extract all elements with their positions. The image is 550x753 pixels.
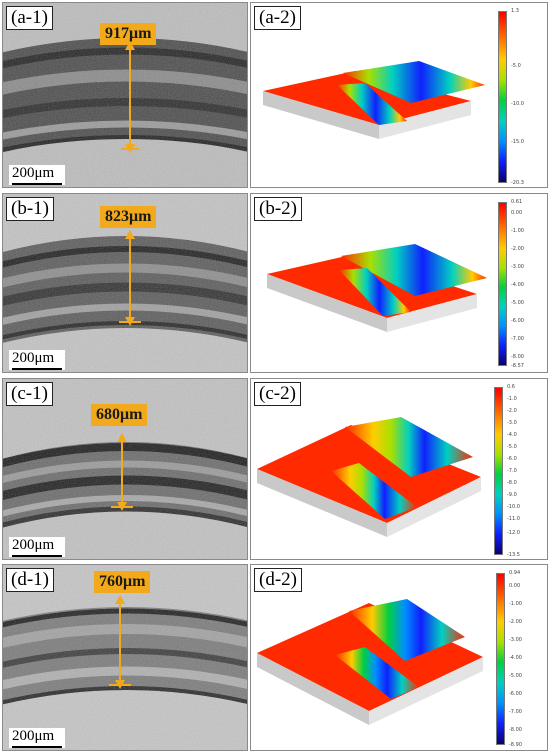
colorbar — [494, 387, 503, 555]
scale-bar: 200μm — [9, 537, 65, 557]
colorbar-tick: -5.0 — [511, 63, 521, 69]
panel-label: (b-2) — [254, 197, 302, 221]
colorbar-ticks: 0.6 -1.0 -2.0 -3.0 -4.0 -5.0 -6.0 -7.0 -… — [507, 384, 547, 558]
colorbar-tick: 0.00 — [511, 210, 523, 216]
panel-label: (d-2) — [254, 568, 302, 592]
micrograph-panel-c: (c-1) 680μm 200μm — [2, 378, 248, 560]
track-width-label: 760μm — [94, 571, 151, 593]
scale-bar-text: 200μm — [12, 537, 55, 553]
colorbar-tick: -2.0 — [507, 408, 517, 414]
colorbar-tick: -1.00 — [511, 228, 524, 234]
colorbar — [498, 202, 507, 366]
colorbar-tick: -7.0 — [507, 468, 517, 474]
colorbar-tick: -6.00 — [511, 318, 524, 324]
colorbar-tick: -7.00 — [511, 336, 524, 342]
colorbar-tick: -8.90 — [509, 742, 522, 748]
colorbar-tick: -6.0 — [507, 456, 517, 462]
colorbar-tick: 0.61 — [511, 199, 523, 205]
colorbar-tick: 0.94 — [509, 570, 521, 576]
colorbar-tick: -8.00 — [509, 727, 522, 733]
micrograph-panel-d: (d-1) 760μm 200μm — [2, 564, 248, 751]
profile-panel-c: (c-2) 0.6 -1.0 -2.0 -3.0 -4.0 -5.0 -6.0 … — [250, 378, 548, 560]
scale-bar: 200μm — [9, 165, 65, 185]
colorbar-tick: -2.00 — [509, 619, 522, 625]
colorbar-tick: 1.3 — [511, 8, 519, 14]
row-a: (a-1) 917μm 200μm (a-2) — [2, 2, 548, 188]
row-c: (c-1) 680μm 200μm (c-2) — [2, 378, 548, 560]
colorbar-tick: -4.00 — [509, 655, 522, 661]
micrograph-panel-a: (a-1) 917μm 200μm — [2, 2, 248, 188]
colorbar-tick: -20.3 — [511, 180, 524, 186]
profile-panel-a: (a-2) 1.3 -5.0 -10.0 -15.0 -20.3 — [250, 2, 548, 188]
panel-label: (a-1) — [6, 6, 53, 30]
panel-label: (c-2) — [254, 382, 301, 406]
scale-bar: 200μm — [9, 350, 65, 370]
colorbar-tick: -3.0 — [507, 420, 517, 426]
colorbar-ticks: 1.3 -5.0 -10.0 -15.0 -20.3 — [511, 8, 547, 186]
colorbar-tick: 0.00 — [509, 583, 521, 589]
micrograph-panel-b: (b-1) 823μm 200μm — [2, 193, 248, 373]
colorbar-tick: -4.0 — [507, 432, 517, 438]
colorbar-tick: -11.0 — [507, 516, 520, 522]
micrograph-image — [3, 565, 247, 750]
scale-bar-line — [12, 368, 62, 370]
colorbar-tick: 0.6 — [507, 384, 515, 390]
colorbar-tick: -9.0 — [507, 492, 517, 498]
panel-label: (b-1) — [6, 197, 54, 221]
scale-bar-line — [12, 555, 62, 557]
panel-label: (d-1) — [6, 568, 54, 592]
panel-label: (c-1) — [6, 382, 53, 406]
colorbar-tick: -10.0 — [511, 101, 524, 107]
profile-panel-b: (b-2) 0.61 0.00 -1.00 -2.00 -3.00 -4.00 … — [250, 193, 548, 373]
surface-profile-3d — [257, 599, 483, 725]
colorbar-tick: -5.00 — [509, 673, 522, 679]
scale-bar-text: 200μm — [12, 350, 55, 366]
track-width-label: 680μm — [91, 404, 148, 426]
scale-bar: 200μm — [9, 728, 65, 748]
profile-panel-d: (d-2) 0.94 0.00 -1.00 -2.00 -3.00 -4.00 … — [250, 564, 548, 751]
colorbar-tick: -12.0 — [507, 530, 520, 536]
colorbar-tick: -15.0 — [511, 139, 524, 145]
surface-profile-3d — [267, 244, 487, 332]
row-b: (b-1) 823μm 200μm (b-2) — [2, 193, 548, 373]
colorbar — [498, 11, 507, 183]
colorbar-tick: -7.00 — [509, 709, 522, 715]
track-width-label: 823μm — [100, 206, 157, 228]
scale-bar-line — [12, 183, 62, 185]
colorbar-tick: -5.00 — [511, 300, 524, 306]
colorbar-tick: -3.00 — [511, 264, 524, 270]
colorbar-tick: -2.00 — [511, 246, 524, 252]
colorbar-tick: -13.5 — [507, 552, 520, 558]
surface-profile-3d — [257, 417, 481, 537]
colorbar-tick: -4.00 — [511, 282, 524, 288]
colorbar-tick: -8.0 — [507, 480, 517, 486]
scale-bar-line — [12, 746, 62, 748]
colorbar-tick: -5.0 — [507, 444, 517, 450]
colorbar-tick: -6.00 — [509, 691, 522, 697]
colorbar-tick: -1.0 — [507, 396, 517, 402]
surface-profile-3d — [263, 61, 485, 139]
scale-bar-text: 200μm — [12, 165, 55, 181]
track-width-label: 917μm — [100, 23, 157, 45]
colorbar-ticks: 0.94 0.00 -1.00 -2.00 -3.00 -4.00 -5.00 … — [509, 570, 547, 748]
row-d: (d-1) 760μm 200μm (d-2) — [2, 564, 548, 751]
scale-bar-text: 200μm — [12, 728, 55, 744]
colorbar-tick: -10.0 — [507, 504, 520, 510]
colorbar — [496, 573, 505, 745]
colorbar-ticks: 0.61 0.00 -1.00 -2.00 -3.00 -4.00 -5.00 … — [511, 199, 547, 369]
colorbar-tick: -8.00 — [511, 354, 524, 360]
colorbar-tick: -3.00 — [509, 637, 522, 643]
panel-label: (a-2) — [254, 6, 301, 30]
colorbar-tick: -8.57 — [511, 363, 524, 369]
colorbar-tick: -1.00 — [509, 601, 522, 607]
